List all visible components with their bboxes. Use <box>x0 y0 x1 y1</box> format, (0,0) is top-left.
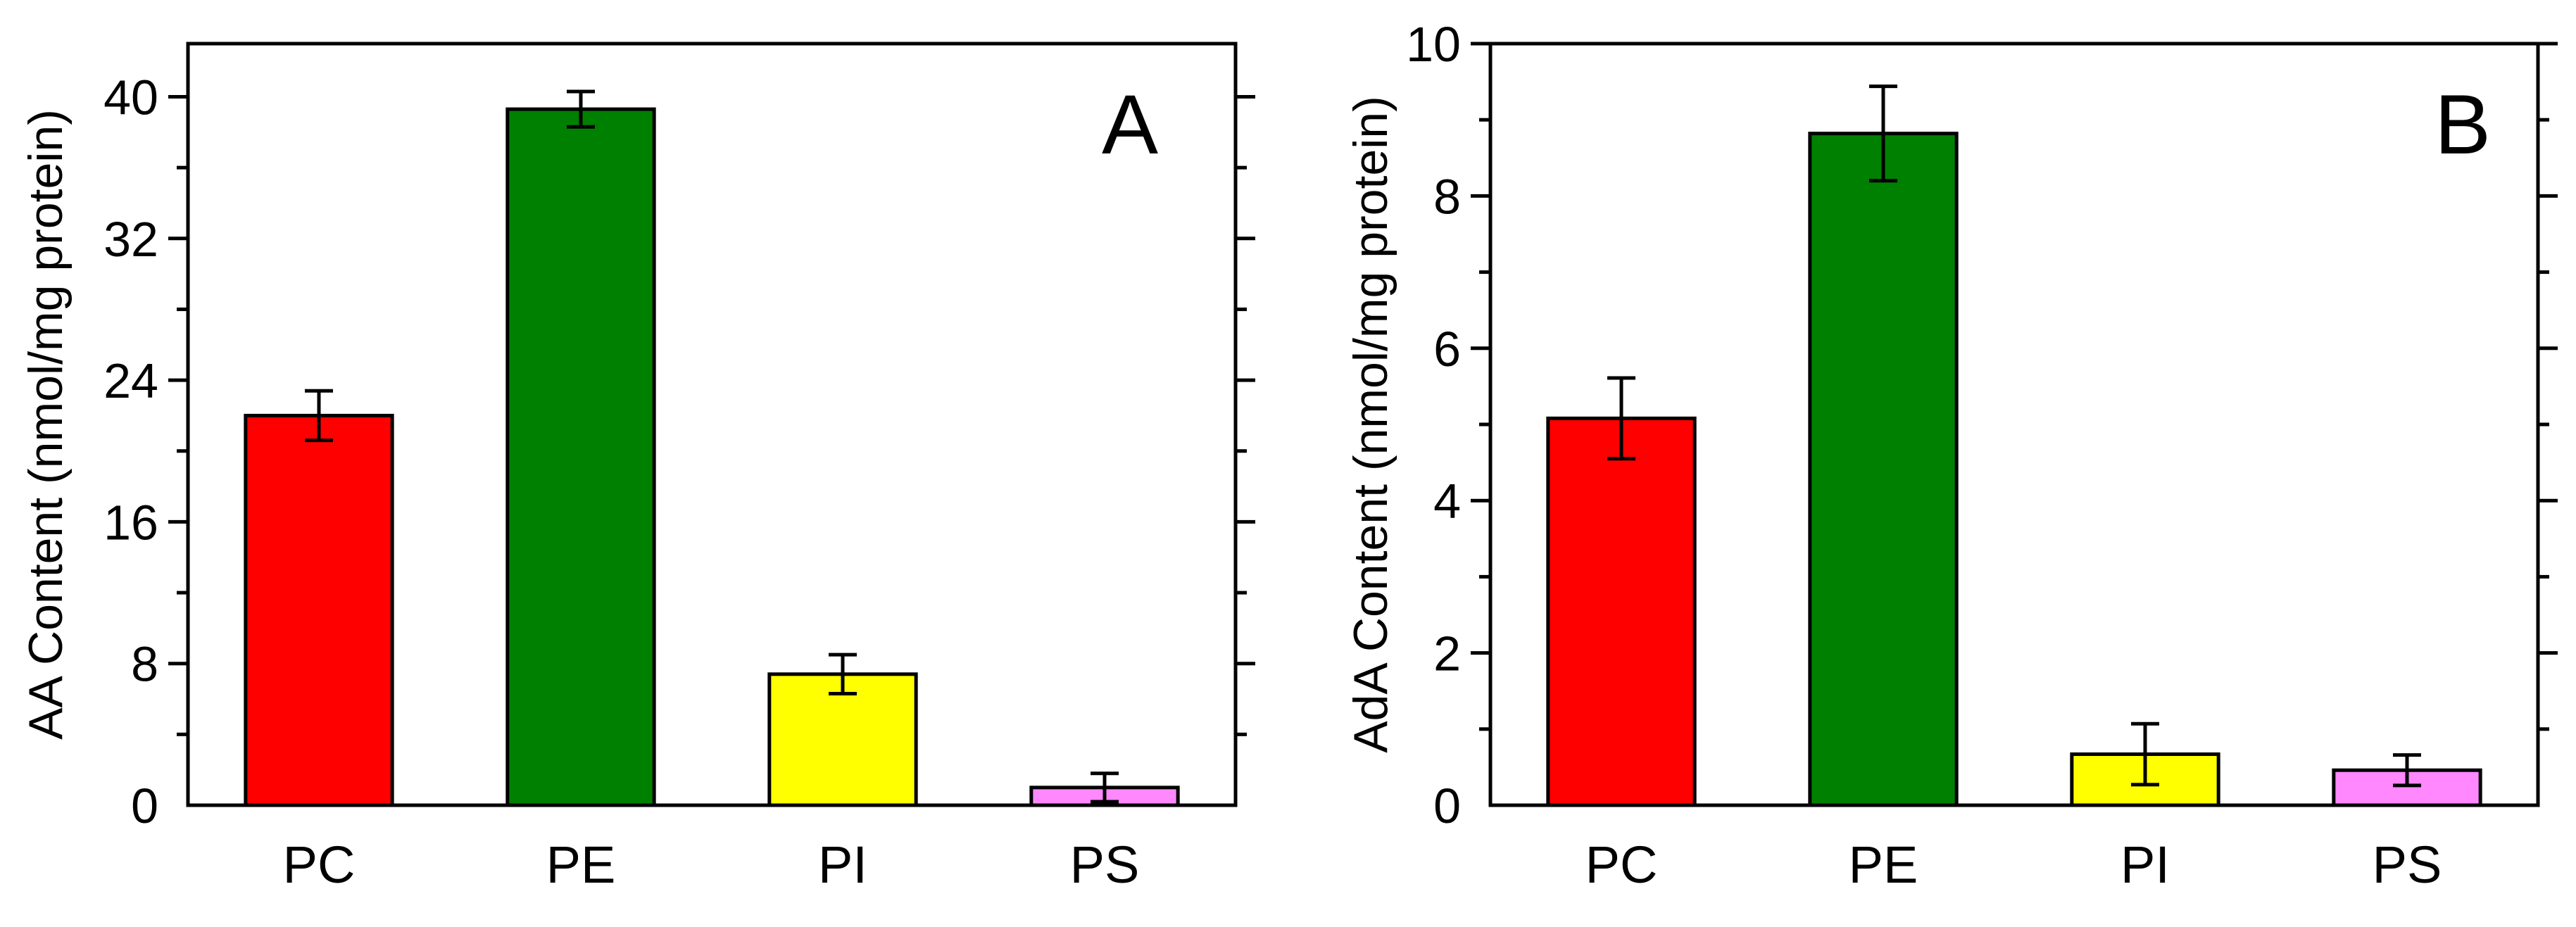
x-tick-label: PE <box>1849 835 1918 894</box>
y-axis-label: AA Content (nmol/mg protein) <box>19 109 73 740</box>
y-tick-label: 10 <box>1406 17 1461 72</box>
plot-frame <box>186 42 1238 807</box>
y-axis-label: AdA Content (nmol/mg protein) <box>1344 96 1397 753</box>
panel-b: 0 2 4 6 8 10 PC PE PI PS AdA Content (nmol/mg pr… <box>1344 17 2558 894</box>
panel-letter: B <box>2434 77 2491 172</box>
y-tick-label: 8 <box>1433 169 1461 224</box>
x-tick-label: PS <box>2373 835 2442 894</box>
x-tick-label: PE <box>546 835 616 894</box>
error-bar-pe <box>1869 84 1897 183</box>
y-tick-label: 6 <box>1433 322 1461 377</box>
x-tick-label: PS <box>1070 835 1140 894</box>
bar-pe <box>505 107 656 807</box>
y-tick-label: 0 <box>1433 778 1461 833</box>
error-bar-ps <box>2393 753 2421 788</box>
bar-pc <box>244 413 394 807</box>
bar-pe <box>1808 132 1959 807</box>
x-tick-group: PC PE PI PS <box>1585 835 2442 894</box>
error-bar-ps <box>1091 771 1119 804</box>
y-tick-label: 16 <box>103 495 158 550</box>
bar-pi <box>767 672 918 807</box>
y-tick-label: 40 <box>103 70 158 125</box>
y-tick-group: 0 2 4 6 8 10 <box>1406 17 2558 833</box>
y-tick-label: 8 <box>131 637 158 692</box>
y-tick-group: 0 8 16 24 32 40 <box>103 70 1255 833</box>
x-tick-label: PC <box>1585 835 1658 894</box>
x-tick-label: PI <box>2121 835 2170 894</box>
bar-pc <box>1546 416 1697 807</box>
panel-letter: A <box>1102 77 1158 172</box>
y-tick-label: 32 <box>103 212 158 267</box>
error-bar-pe <box>567 89 595 129</box>
error-bar-group <box>1607 84 2421 788</box>
x-tick-label: PI <box>818 835 867 894</box>
y-tick-label: 2 <box>1433 626 1461 681</box>
error-bar-pc <box>305 389 333 443</box>
y-tick-label: 4 <box>1433 474 1461 529</box>
panel-a: 0 8 16 24 32 40 PC PE PI PS AA Content (nmol/mg … <box>19 42 1255 894</box>
error-bar-group <box>305 89 1119 804</box>
error-bar-pi <box>2131 721 2159 787</box>
error-bar-pi <box>829 652 857 695</box>
x-tick-group: PC PE PI PS <box>283 835 1140 894</box>
x-tick-label: PC <box>283 835 356 894</box>
y-tick-label: 0 <box>131 778 158 833</box>
y-tick-label: 24 <box>103 353 158 408</box>
error-bar-pc <box>1607 376 1635 461</box>
